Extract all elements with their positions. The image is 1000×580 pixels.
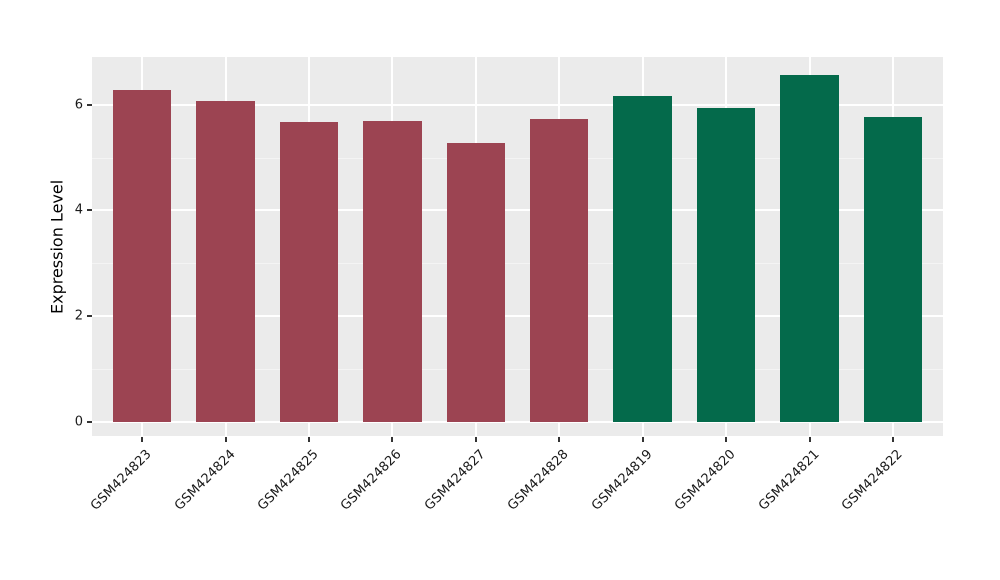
y-tick-label: 6	[74, 97, 83, 113]
x-tick-mark	[141, 437, 144, 442]
gridline-minor-y	[92, 263, 943, 265]
y-tick-label: 2	[74, 308, 83, 324]
y-tick-label: 4	[74, 202, 83, 218]
bar-GSM424823	[112, 89, 172, 422]
x-tick-mark	[224, 437, 227, 442]
plot-panel	[92, 57, 943, 436]
x-tick-mark	[391, 437, 394, 442]
x-tick-label: GSM424822	[838, 447, 906, 514]
y-tick-mark	[87, 421, 92, 423]
x-tick-mark	[808, 437, 811, 442]
bar-GSM424827	[446, 143, 505, 422]
x-tick-label: GSM424825	[254, 447, 322, 514]
gridline-major-y	[92, 103, 943, 106]
gridline-minor-y	[92, 369, 943, 371]
gridline-major-y	[92, 315, 943, 318]
bar-GSM424819	[613, 95, 672, 422]
y-tick-mark	[87, 315, 92, 318]
x-tick-label: GSM424819	[588, 447, 656, 514]
bar-GSM424825	[279, 121, 339, 422]
y-tick-mark	[87, 103, 92, 106]
x-tick-label: GSM424821	[755, 447, 823, 514]
bar-GSM424822	[863, 116, 923, 422]
x-tick-label: GSM424827	[421, 447, 489, 514]
x-tick-label: GSM424820	[672, 447, 739, 514]
bar-GSM424820	[696, 108, 756, 422]
x-tick-mark	[891, 437, 894, 442]
x-tick-label: GSM424826	[338, 447, 405, 514]
gridline-minor-y	[92, 157, 943, 159]
x-tick-mark	[641, 437, 644, 442]
x-tick-label: GSM424828	[505, 447, 572, 514]
y-tick-label: 0	[74, 414, 83, 430]
x-tick-mark	[725, 437, 728, 442]
bar-GSM424828	[530, 118, 589, 422]
y-tick-mark	[87, 209, 92, 212]
gridline-major-y	[92, 421, 943, 423]
x-tick-mark	[474, 437, 477, 442]
x-tick-label: GSM424824	[171, 447, 239, 514]
x-tick-mark	[558, 437, 561, 442]
gridline-major-y	[92, 209, 943, 212]
bar-GSM424826	[363, 120, 422, 422]
bar-GSM424824	[196, 100, 255, 422]
x-tick-mark	[307, 437, 310, 442]
x-tick-label: GSM424823	[88, 447, 155, 514]
bar-GSM424821	[780, 74, 839, 422]
y-axis-title: Expression Level	[47, 179, 67, 314]
